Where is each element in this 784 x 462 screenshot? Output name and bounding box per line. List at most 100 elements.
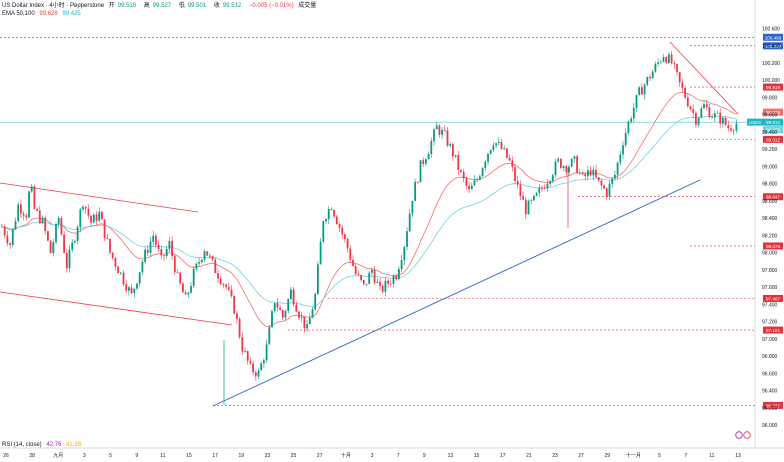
candle-body[interactable] xyxy=(198,262,200,264)
candle-body[interactable] xyxy=(443,130,446,131)
candle-body[interactable] xyxy=(125,284,128,291)
candle-body[interactable] xyxy=(719,112,722,124)
candle-body[interactable] xyxy=(98,211,101,221)
candle-body[interactable] xyxy=(541,187,543,189)
candle-body[interactable] xyxy=(236,313,238,319)
candle-body[interactable] xyxy=(79,209,82,228)
candle-body[interactable] xyxy=(716,112,719,114)
candle-body[interactable] xyxy=(533,195,535,201)
candle-body[interactable] xyxy=(22,213,25,216)
candle-body[interactable] xyxy=(484,161,487,168)
candle-body[interactable] xyxy=(360,275,362,280)
candle-body[interactable] xyxy=(508,157,511,161)
candle-body[interactable] xyxy=(551,175,554,181)
settings-icon[interactable] xyxy=(735,431,743,439)
candle-body[interactable] xyxy=(152,235,155,242)
candle-body[interactable] xyxy=(684,87,686,98)
candles[interactable] xyxy=(1,50,738,381)
candle-body[interactable] xyxy=(106,238,109,239)
candle-body[interactable] xyxy=(47,231,49,241)
candle-body[interactable] xyxy=(244,351,246,352)
candle-body[interactable] xyxy=(41,217,44,224)
candle-body[interactable] xyxy=(460,169,462,172)
candle-body[interactable] xyxy=(446,130,449,146)
candle-body[interactable] xyxy=(52,242,55,254)
candle-body[interactable] xyxy=(462,171,465,179)
candle-body[interactable] xyxy=(165,248,168,257)
candle-body[interactable] xyxy=(686,97,689,107)
candle-body[interactable] xyxy=(371,269,373,273)
candle-body[interactable] xyxy=(433,129,435,142)
candle-body[interactable] xyxy=(603,185,605,189)
candle-body[interactable] xyxy=(114,258,117,267)
candle-body[interactable] xyxy=(676,64,678,73)
candle-body[interactable] xyxy=(392,275,395,284)
candle-body[interactable] xyxy=(209,255,211,257)
candle-body[interactable] xyxy=(705,104,708,108)
candle-body[interactable] xyxy=(65,252,68,269)
candle-body[interactable] xyxy=(60,218,63,235)
candle-body[interactable] xyxy=(146,249,149,253)
candle-body[interactable] xyxy=(543,188,546,189)
candle-body[interactable] xyxy=(238,318,241,338)
candle-body[interactable] xyxy=(713,113,716,118)
candle-body[interactable] xyxy=(163,255,165,257)
candle-body[interactable] xyxy=(692,109,695,113)
candle-body[interactable] xyxy=(76,227,79,242)
candle-body[interactable] xyxy=(492,145,495,151)
candle-body[interactable] xyxy=(227,287,230,290)
candle-body[interactable] xyxy=(535,192,538,196)
candle-body[interactable] xyxy=(130,287,133,294)
candle-body[interactable] xyxy=(219,278,222,285)
candle-body[interactable] xyxy=(411,200,414,214)
candle-body[interactable] xyxy=(646,76,649,85)
candle-body[interactable] xyxy=(344,234,346,239)
candle-body[interactable] xyxy=(697,117,700,125)
candle-body[interactable] xyxy=(333,210,335,217)
candle-body[interactable] xyxy=(101,211,103,220)
candle-body[interactable] xyxy=(635,94,638,108)
candle-body[interactable] xyxy=(133,288,136,294)
candle-body[interactable] xyxy=(638,87,641,95)
candle-body[interactable] xyxy=(522,196,524,200)
candle-body[interactable] xyxy=(111,252,114,259)
candle-body[interactable] xyxy=(95,214,98,221)
candle-body[interactable] xyxy=(570,158,573,167)
candle-body[interactable] xyxy=(176,272,179,274)
candle-body[interactable] xyxy=(422,160,425,164)
candle-body[interactable] xyxy=(290,289,292,300)
candle-body[interactable] xyxy=(352,259,354,266)
candle-body[interactable] xyxy=(119,272,122,274)
candle-body[interactable] xyxy=(519,184,522,197)
rsi-legend[interactable]: RSI (14, close) 42.76 41.38 xyxy=(2,441,84,449)
candle-body[interactable] xyxy=(82,206,84,210)
candle-body[interactable] xyxy=(268,327,271,345)
candle-body[interactable] xyxy=(662,57,665,62)
candle-body[interactable] xyxy=(384,280,387,292)
descending-resistance-line[interactable] xyxy=(669,41,739,115)
candle-body[interactable] xyxy=(346,238,349,249)
candle-body[interactable] xyxy=(303,316,306,329)
candle-body[interactable] xyxy=(306,324,308,329)
candle-body[interactable] xyxy=(592,169,595,176)
trend-drawings[interactable] xyxy=(0,41,739,407)
candle-body[interactable] xyxy=(605,188,608,197)
candle-body[interactable] xyxy=(381,285,384,292)
candle-body[interactable] xyxy=(600,180,603,186)
candle-body[interactable] xyxy=(408,213,411,232)
candle-body[interactable] xyxy=(300,316,303,318)
candle-body[interactable] xyxy=(103,219,106,239)
candle-body[interactable] xyxy=(514,167,516,181)
candle-body[interactable] xyxy=(182,283,184,293)
candle-body[interactable] xyxy=(487,153,489,162)
candle-body[interactable] xyxy=(597,177,600,181)
candle-body[interactable] xyxy=(217,273,219,279)
channel-lower-line[interactable] xyxy=(0,291,233,326)
candle-body[interactable] xyxy=(44,217,47,232)
candle-body[interactable] xyxy=(36,208,38,211)
candle-body[interactable] xyxy=(500,142,503,150)
candle-body[interactable] xyxy=(435,125,438,130)
candle-body[interactable] xyxy=(668,54,670,63)
candle-body[interactable] xyxy=(389,283,392,285)
candle-body[interactable] xyxy=(222,284,225,285)
